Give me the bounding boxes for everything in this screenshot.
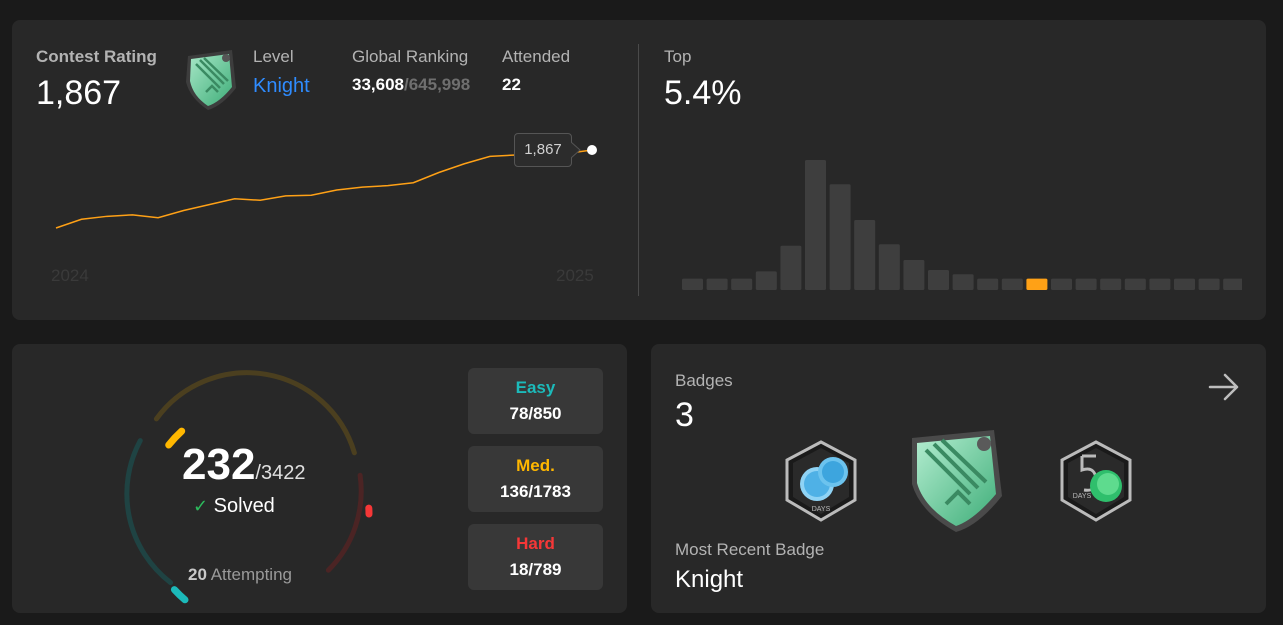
axis-end-year: 2025 (556, 266, 594, 285)
easy-difficulty-box[interactable]: Easy 78/850 (468, 368, 603, 434)
global-ranking-label: Global Ranking (352, 47, 469, 66)
badges-card: Badges 3 DAYS DAYS Most (651, 344, 1266, 613)
medium-label: Med. (516, 456, 555, 475)
distribution-bar (731, 278, 753, 290)
top-value: 5.4% (664, 74, 742, 112)
rating-line (55, 149, 593, 229)
hard-difficulty-box[interactable]: Hard 18/789 (468, 524, 603, 590)
distribution-bar (1198, 278, 1220, 290)
hard-track (325, 472, 364, 573)
distribution-bar (952, 274, 974, 290)
card-divider (638, 44, 639, 296)
distribution-bar (1124, 278, 1146, 290)
arrow-right-icon[interactable] (1207, 370, 1241, 404)
distribution-bar (928, 270, 949, 290)
distribution-bar (780, 245, 802, 290)
easy-track (124, 438, 174, 586)
fifty-days-badge-text: DAYS (1073, 493, 1092, 500)
knight-level-icon (186, 50, 236, 110)
distribution-bar (977, 278, 999, 290)
solved-count: 232/3422 (182, 440, 305, 490)
medium-progress-arc (165, 427, 186, 449)
easy-label: Easy (515, 378, 556, 397)
knight-badge-icon[interactable] (906, 428, 1006, 534)
solved-label: Solved (213, 495, 275, 517)
rating-distribution-chart[interactable] (662, 140, 1242, 290)
fifty-days-badge-icon[interactable]: DAYS (1056, 440, 1136, 522)
level-value: Knight (253, 75, 310, 97)
distribution-bar (706, 278, 728, 290)
contest-rating-label: Contest Rating (36, 47, 157, 66)
medium-difficulty-box[interactable]: Med. 136/1783 (468, 446, 603, 512)
days-badge-icon[interactable]: DAYS (781, 440, 861, 522)
distribution-bar (1026, 278, 1048, 290)
badges-label: Badges (675, 371, 733, 390)
global-ranking-rank: 33,608 (352, 75, 404, 94)
distribution-bar (1075, 278, 1097, 290)
most-recent-badge-value: Knight (675, 566, 744, 593)
distribution-bar (1149, 278, 1171, 290)
distribution-bar (878, 244, 900, 290)
attempting-status: 20 Attempting (188, 565, 292, 585)
solved-total: /3422 (255, 462, 306, 484)
distribution-bar (903, 260, 925, 290)
hard-count: 18/789 (509, 560, 562, 579)
tooltip-pointer (571, 142, 581, 158)
top-label: Top (664, 47, 692, 66)
distribution-bar (1100, 278, 1122, 290)
medium-count: 136/1783 (500, 482, 571, 501)
days-badge-text: DAYS (812, 506, 831, 513)
distribution-bar (854, 220, 876, 290)
attempting-count: 20 (188, 565, 207, 584)
problems-solved-card: 232/3422 ✓ Solved 20 Attempting Easy 78/… (12, 344, 627, 613)
badges-count: 3 (675, 396, 694, 434)
medium-track (153, 370, 357, 456)
level-label: Level (253, 47, 294, 66)
attended-label: Attended (502, 47, 571, 66)
easy-count: 78/850 (509, 404, 562, 423)
solved-status: ✓ Solved (193, 495, 275, 518)
attended-value: 22 (502, 75, 521, 94)
distribution-bar (829, 184, 851, 290)
hard-label: Hard (516, 534, 555, 553)
attempting-label: Attempting (210, 565, 292, 584)
easy-progress-arc (170, 586, 189, 604)
distribution-bar (755, 271, 777, 290)
check-icon: ✓ (193, 496, 209, 516)
distribution-bar (682, 278, 703, 290)
rating-tooltip: 1,867 (514, 133, 572, 167)
distribution-bar (1001, 278, 1023, 290)
rating-line-chart[interactable] (12, 20, 632, 320)
global-ranking-value: 33,608/645,998 (352, 75, 470, 95)
distribution-bar (1174, 278, 1195, 290)
rating-current-point (587, 145, 597, 155)
axis-start-year: 2024 (51, 266, 89, 285)
distribution-bar (1051, 278, 1072, 290)
distribution-bar (1223, 278, 1242, 290)
solved-progress-ring[interactable] (12, 344, 452, 613)
contest-rating-card: Contest Rating 1,867 Level Knight Global… (12, 20, 1266, 320)
global-ranking-total: /645,998 (404, 75, 471, 94)
distribution-bar (805, 160, 826, 290)
solved-number: 232 (182, 440, 256, 489)
contest-rating-value: 1,867 (36, 74, 122, 112)
most-recent-badge-label: Most Recent Badge (675, 540, 825, 559)
